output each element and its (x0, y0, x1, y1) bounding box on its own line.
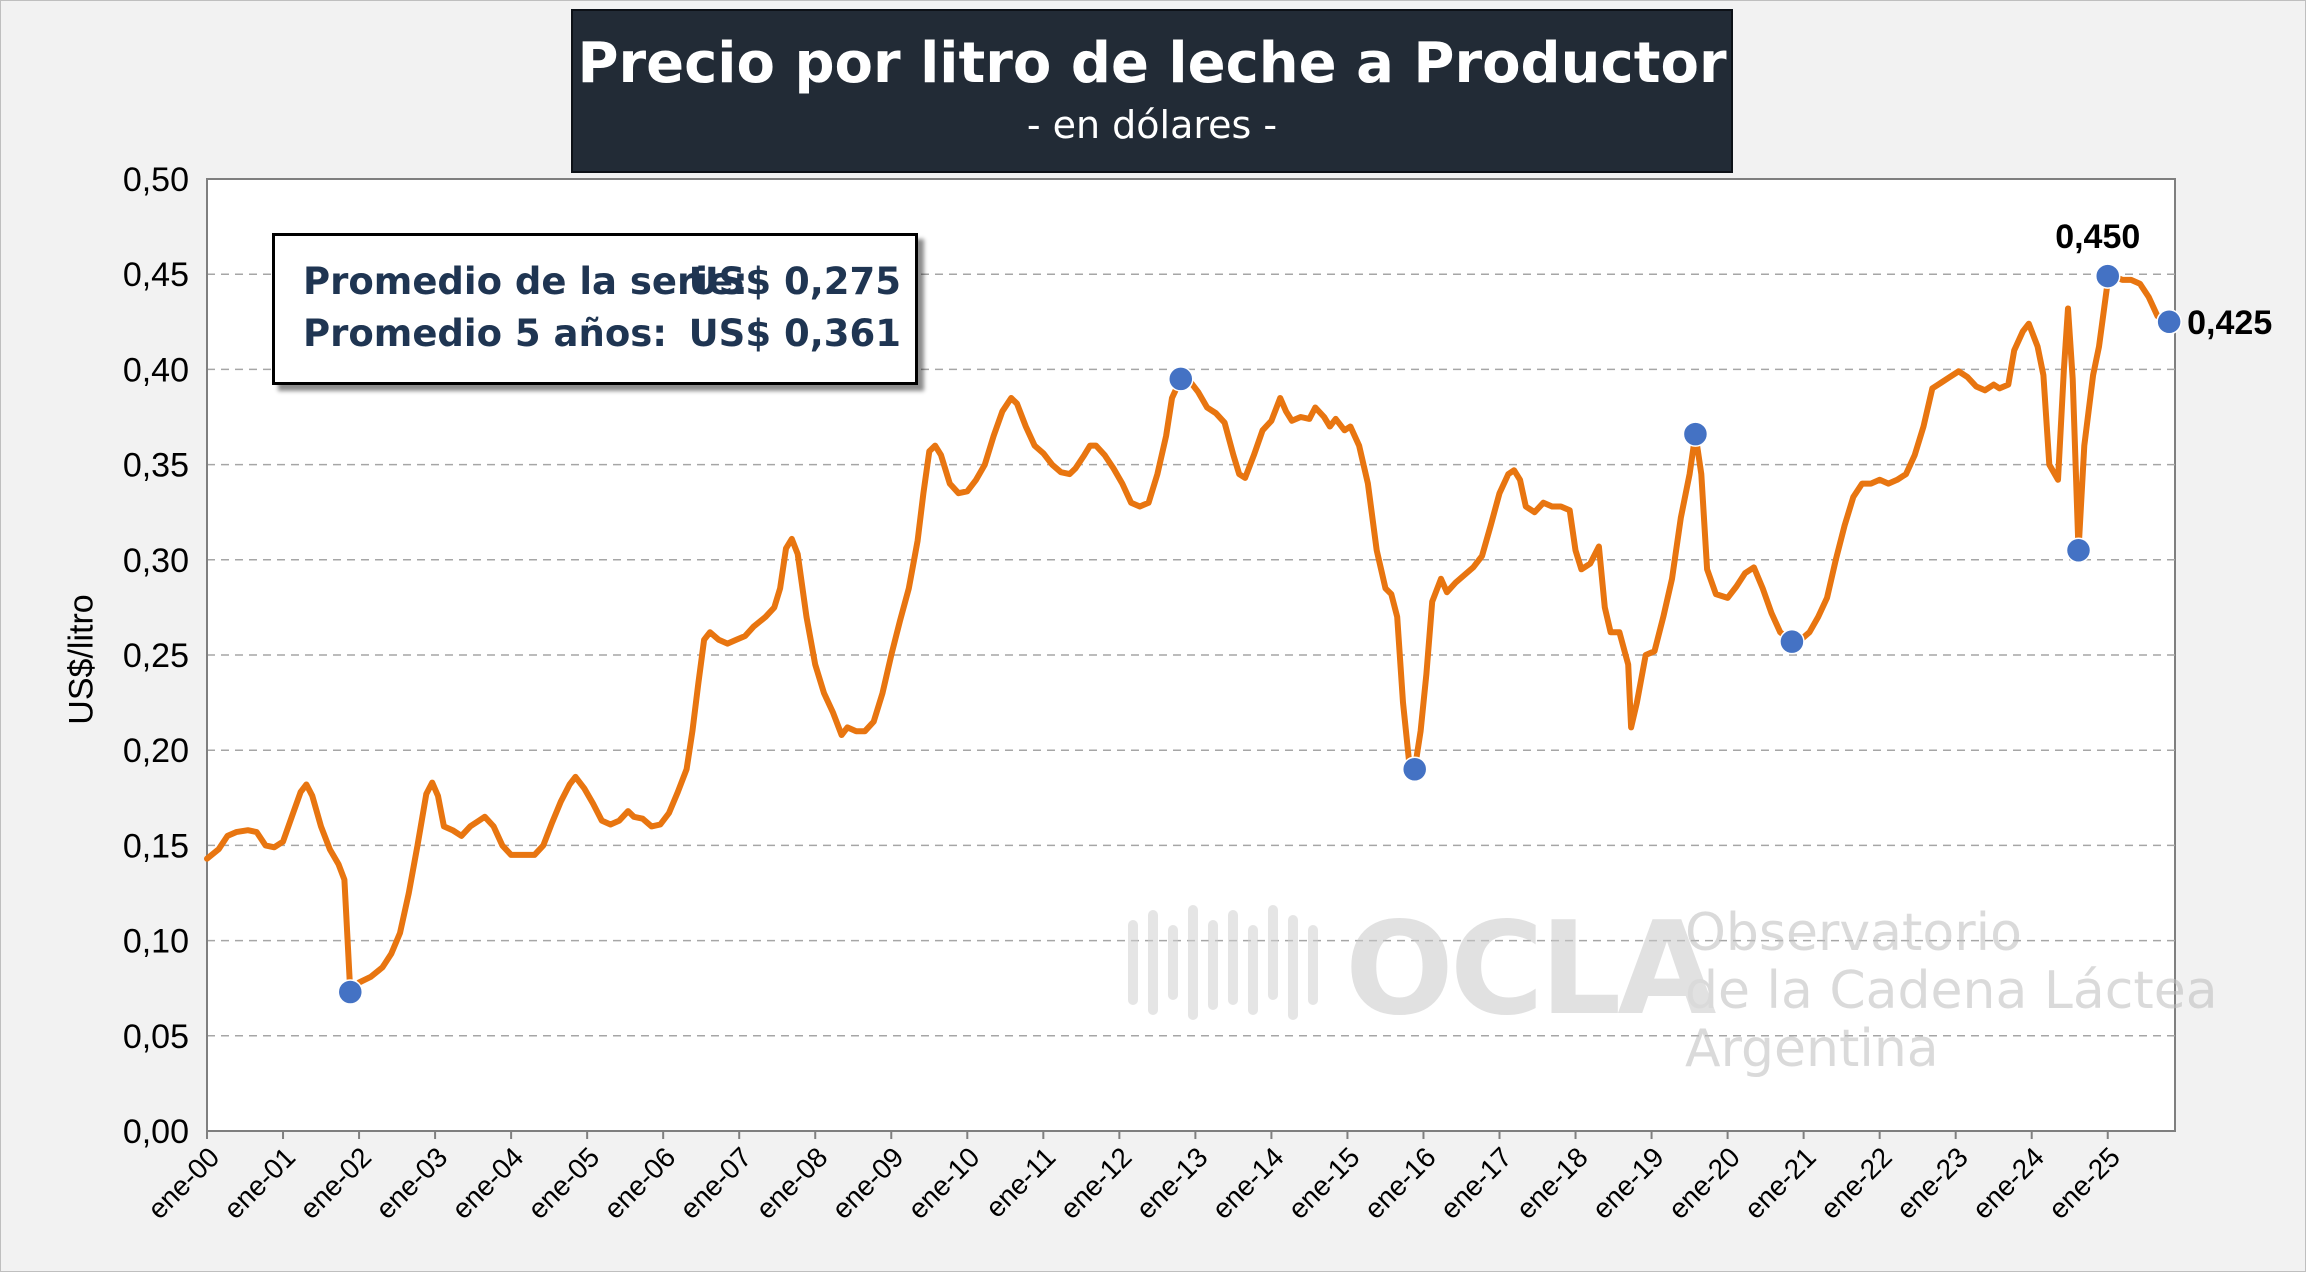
x-tick-label: ene-05 (522, 1141, 606, 1225)
ocla-watermark: OCLA Observatorio de la Cadena Láctea Ar… (1125, 895, 2218, 1079)
chart-subtitle: - en dólares - (1026, 103, 1278, 147)
data-labels: 0,450 0,425 (2055, 218, 2272, 342)
x-tick-label: ene-18 (1510, 1141, 1594, 1225)
y-tick-label: 0,20 (123, 732, 189, 770)
highlight-point (1779, 628, 1805, 655)
stat-row-mean: Promedio de la serie: US$ 0,275 (303, 258, 901, 306)
y-tick-label: 0,15 (123, 827, 189, 865)
x-tick-label: ene-24 (1966, 1141, 2050, 1225)
series-line (204, 273, 2173, 995)
x-tick-label: ene-00 (142, 1141, 226, 1225)
y-tick-label: 0,30 (123, 542, 189, 580)
watermark-line-1: Observatorio (1685, 903, 2022, 963)
price-series (204, 273, 2173, 995)
avg5-label: Promedio 5 años: (303, 312, 668, 355)
watermark-line-2: de la Cadena Láctea (1685, 961, 2218, 1021)
x-tick-label: ene-22 (1814, 1141, 1898, 1225)
x-tick-label: ene-19 (1586, 1141, 1670, 1225)
data-label: 0,450 (2055, 218, 2140, 256)
chart-title: Precio por litro de leche a Productor (577, 31, 1727, 96)
x-tick-label: ene-21 (1738, 1141, 1822, 1225)
mean-value: US$ 0,275 (688, 260, 901, 303)
x-tick-label: ene-02 (294, 1141, 378, 1225)
mean-label: Promedio de la serie: (303, 260, 748, 303)
y-tick-label: 0,50 (123, 161, 189, 199)
stat-row-5y: Promedio 5 años: US$ 0,361 (303, 310, 901, 358)
highlight-markers (337, 263, 2182, 1005)
x-tick-label: ene-25 (2042, 1141, 2126, 1225)
y-tick-label: 0,05 (123, 1018, 189, 1056)
avg5-value: US$ 0,361 (688, 312, 901, 355)
y-tick-label: 0,35 (123, 447, 189, 485)
y-tick-label: 0,45 (123, 256, 189, 294)
data-label: 0,425 (2187, 304, 2272, 342)
y-tick-label: 0,10 (123, 923, 189, 961)
ocla-logo-icon (1128, 905, 1318, 1020)
highlight-point (1682, 421, 1709, 447)
highlight-point (2094, 263, 2121, 289)
y-tick-label: 0,25 (123, 637, 189, 675)
x-tick-label: ene-16 (1358, 1141, 1442, 1225)
x-tick-label: ene-10 (902, 1141, 986, 1225)
x-tick-label: ene-11 (979, 1141, 1061, 1223)
x-tick-label: ene-08 (750, 1141, 834, 1225)
x-tick-label: ene-04 (446, 1141, 530, 1225)
y-axis-label: US$/litro (62, 594, 101, 725)
highlight-point (337, 979, 364, 1005)
highlight-point (2065, 537, 2092, 564)
y-axis-ticks: 0,00 0,05 0,10 0,15 0,20 0,25 0,30 0,35 0,40 0,45… (123, 161, 189, 1151)
x-tick-label: ene-01 (218, 1141, 302, 1225)
x-tick-label: ene-07 (674, 1141, 758, 1225)
y-tick-label: 0,40 (123, 351, 189, 389)
y-tick-label: 0,00 (123, 1113, 189, 1151)
x-tick-label: ene-23 (1890, 1141, 1974, 1225)
x-axis-ticks: ene-00ene-01ene-02ene-03ene-04ene-05ene-… (142, 1131, 2126, 1225)
x-tick-label: ene-12 (1054, 1141, 1138, 1225)
x-tick-label: ene-17 (1434, 1141, 1518, 1225)
x-tick-label: ene-15 (1282, 1141, 1366, 1225)
stats-box: Promedio de la serie: US$ 0,275 Promedio… (272, 233, 918, 385)
x-tick-label: ene-06 (598, 1141, 682, 1225)
x-tick-label: ene-13 (1130, 1141, 1214, 1225)
title-banner: Precio por litro de leche a Productor - … (571, 9, 1733, 173)
watermark-name: OCLA (1345, 895, 1716, 1044)
x-tick-label: ene-14 (1206, 1141, 1290, 1225)
x-tick-label: ene-09 (826, 1141, 910, 1225)
highlight-point (1168, 366, 1194, 392)
x-tick-label: ene-03 (370, 1141, 454, 1225)
highlight-point (2156, 309, 2182, 335)
x-tick-label: ene-20 (1662, 1141, 1746, 1225)
watermark-line-3: Argentina (1685, 1019, 1939, 1079)
highlight-point (1401, 756, 1428, 782)
